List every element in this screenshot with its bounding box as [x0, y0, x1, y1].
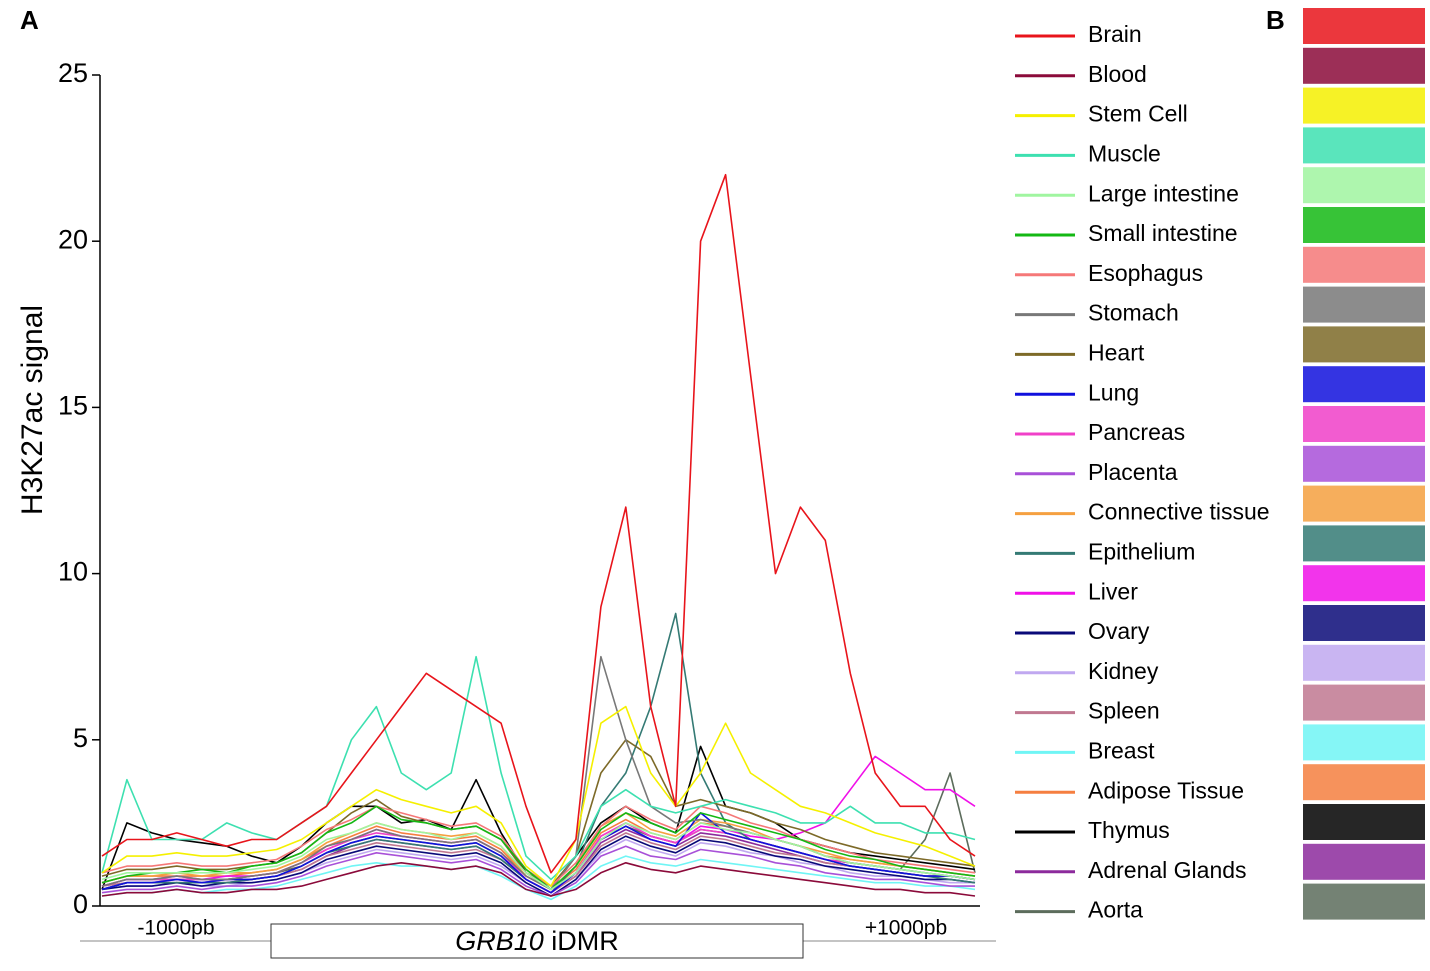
legend-label: Connective tissue [1088, 499, 1270, 525]
legend-label: Stem Cell [1088, 101, 1188, 127]
panel-b-strip [1303, 246, 1425, 283]
legend-label: Adipose Tissue [1088, 777, 1244, 803]
panel-b-strip [1303, 804, 1425, 840]
legend-label: Esophagus [1088, 260, 1203, 286]
legend-label: Lung [1088, 379, 1139, 405]
region-name: iDMR [551, 926, 619, 956]
panel-label: B [1266, 5, 1285, 35]
gene-name: GRB10 [455, 926, 544, 956]
legend-label: Breast [1088, 737, 1155, 763]
series-line [101, 655, 976, 881]
legend-label: Placenta [1088, 459, 1178, 485]
panel-b-strip [1303, 565, 1425, 602]
panel-b-strip [1303, 167, 1425, 204]
panel-b-strip [1303, 883, 1425, 920]
flank-label: -1000pb [137, 917, 214, 940]
panel-b-strip [1303, 843, 1425, 880]
panel-b-strip [1303, 485, 1425, 522]
panel-b-strip [1303, 127, 1425, 164]
series-line [101, 812, 976, 894]
legend-label: Brain [1088, 21, 1142, 47]
legend-label: Muscle [1088, 140, 1161, 166]
legend-label: Liver [1088, 578, 1138, 604]
legend-label: Adrenal Glands [1088, 857, 1247, 883]
legend-label: Epithelium [1088, 538, 1195, 564]
y-tick-label: 20 [58, 224, 88, 254]
legend-label: Small intestine [1088, 220, 1238, 246]
region-box [270, 923, 804, 959]
y-tick-label: 10 [58, 557, 88, 587]
panel-b-strip [1303, 8, 1425, 44]
panel-b-strip [1303, 406, 1425, 442]
panel-b-strip [1303, 605, 1425, 641]
panel-b-strip [1303, 207, 1425, 243]
legend-label: Kidney [1088, 658, 1159, 684]
legend-label: Thymus [1088, 817, 1170, 843]
legend-label: Large intestine [1088, 180, 1239, 206]
series-line [101, 805, 976, 891]
flank-label: +1000pb [865, 917, 947, 940]
panel-b-strip [1303, 286, 1425, 323]
panel-b-strip [1303, 366, 1425, 403]
legend-label: Heart [1088, 339, 1145, 365]
panel-label: A [20, 5, 39, 35]
series-line [101, 805, 976, 887]
series-line [101, 862, 976, 897]
panel-b-strip [1303, 525, 1425, 562]
y-axis-title: H3K27ac signal [16, 305, 49, 515]
panel-b-strip [1303, 684, 1425, 721]
series-line [101, 835, 976, 897]
panel-b-strip [1303, 644, 1425, 681]
series-line [101, 173, 976, 874]
region-label: GRB10 iDMR [455, 926, 619, 956]
y-tick-label: 5 [73, 723, 88, 753]
panel-b-strip [1303, 326, 1425, 363]
series-line [101, 832, 976, 894]
panel-b-strip [1303, 445, 1425, 482]
series-line [101, 822, 976, 891]
legend-label: Pancreas [1088, 419, 1185, 445]
legend-label: Ovary [1088, 618, 1150, 644]
series-line [101, 705, 976, 887]
y-tick-label: 15 [58, 391, 88, 421]
panel-b-strip [1303, 724, 1425, 761]
y-tick-label: 0 [73, 889, 88, 919]
legend-label: Spleen [1088, 698, 1160, 724]
legend-label: Stomach [1088, 300, 1179, 326]
panel-b-strip [1303, 47, 1425, 84]
y-tick-label: 25 [58, 58, 88, 88]
series-line [101, 845, 975, 897]
panel-b-strip [1303, 764, 1425, 801]
legend-label: Blood [1088, 61, 1147, 87]
legend-label: Aorta [1088, 897, 1143, 923]
panel-b-strip [1303, 87, 1425, 124]
